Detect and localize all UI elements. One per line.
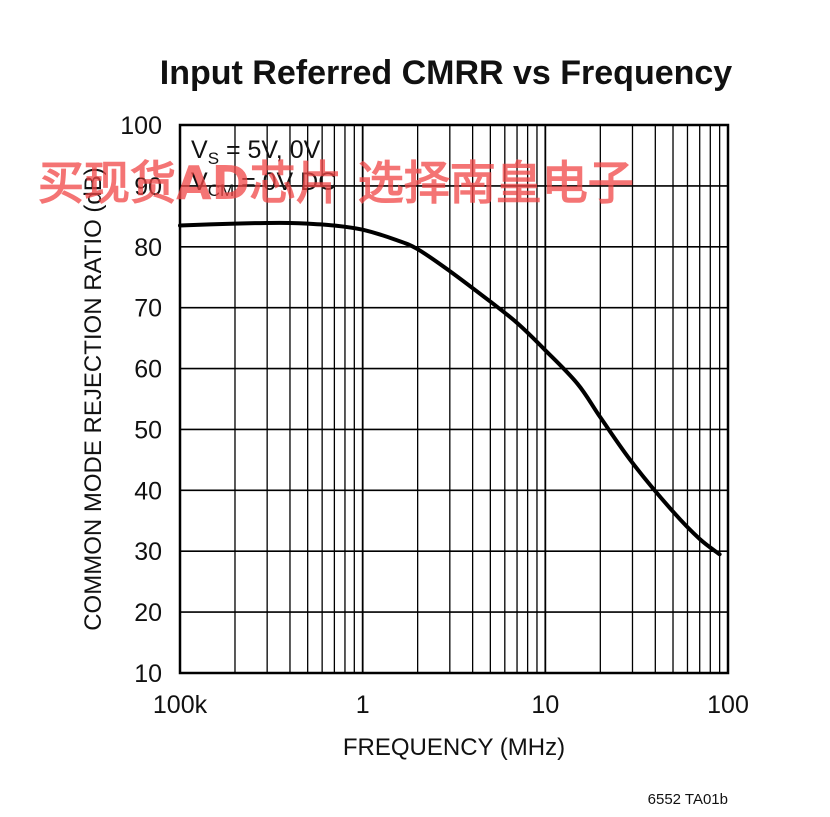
y-tick-label: 80	[134, 234, 162, 262]
plot-frame	[178, 123, 730, 675]
x-tick-label: 10	[531, 691, 559, 719]
annotation-line-2: VCM = 0V DC	[191, 168, 336, 200]
x-tick-label: 100	[707, 691, 749, 719]
y-tick-labels: 10 20 30 40 50 60 70 80 90 100	[120, 112, 162, 688]
y-tick-label: 10	[134, 660, 162, 688]
grid	[180, 125, 728, 673]
y-axis-label: COMMON MODE REJECTION RATIO (dB)	[80, 167, 107, 631]
y-tick-label: 50	[134, 416, 162, 444]
x-tick-labels: 100k 1 10 100	[153, 691, 749, 719]
cmrr-series-line	[178, 220, 722, 557]
watermark-text: 买现货AD芯片 选择南皇电子	[38, 156, 634, 210]
y-tick-label: 30	[134, 538, 162, 566]
y-tick-label: 90	[134, 173, 162, 201]
chart-title: Input Referred CMRR vs Frequency	[160, 54, 733, 92]
x-tick-label: 100k	[153, 691, 208, 719]
annotation-line-1: VS = 5V, 0V	[191, 136, 321, 168]
y-tick-label: 60	[134, 356, 162, 384]
series-layer	[178, 220, 722, 557]
y-tick-label: 70	[134, 295, 162, 323]
y-tick-label: 20	[134, 599, 162, 627]
figure-code: 6552 TA01b	[648, 791, 728, 808]
x-tick-label: 1	[356, 691, 370, 719]
y-tick-label: 100	[120, 112, 162, 140]
y-tick-label: 40	[134, 477, 162, 505]
x-axis-label: FREQUENCY (MHz)	[343, 734, 565, 761]
conditions-annotation: VS = 5V, 0V VCM = 0V DC	[191, 136, 336, 200]
